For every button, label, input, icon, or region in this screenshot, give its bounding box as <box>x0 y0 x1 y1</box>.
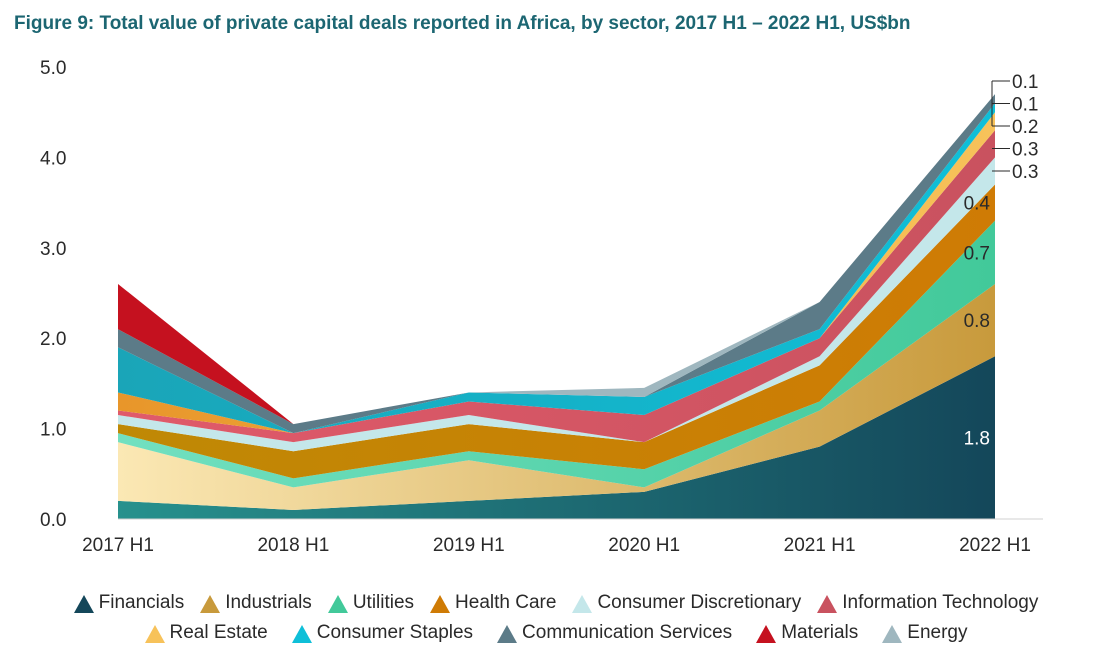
y-tick-label: 2.0 <box>40 329 66 350</box>
legend-label: Information Technology <box>842 592 1039 613</box>
legend-swatch-icon <box>497 624 518 643</box>
x-tick-label: 2022 H1 <box>959 535 1031 556</box>
legend-item-energy: Energy <box>880 622 967 644</box>
y-tick-label: 1.0 <box>40 420 66 441</box>
y-tick-label: 0.0 <box>40 510 66 531</box>
legend-swatch-icon <box>430 594 451 613</box>
data-label-financials: 1.8 <box>964 429 990 450</box>
x-tick-label: 2021 H1 <box>784 535 856 556</box>
area-industrials <box>118 283 995 510</box>
legend-swatch-icon <box>291 624 312 643</box>
data-label-real-estate: 0.2 <box>1012 117 1038 138</box>
area-utilities <box>118 220 995 488</box>
data-label-utilities: 0.7 <box>964 243 990 264</box>
legend-label: Financials <box>98 592 185 613</box>
legend-swatch-icon <box>327 594 348 613</box>
figure-title: Figure 9: Total value of private capital… <box>14 13 911 34</box>
legend-item-consumer-discretionary: Consumer Discretionary <box>570 592 801 614</box>
y-tick-label: 3.0 <box>40 239 66 260</box>
legend-swatch-icon <box>817 594 838 613</box>
legend-item-financials: Financials <box>72 592 185 614</box>
legend-item-utilities: Utilities <box>326 592 414 614</box>
x-tick-label: 2018 H1 <box>257 535 329 556</box>
area-consumer-discretionary <box>118 157 995 452</box>
legend-item-real-estate: Real Estate <box>143 622 268 644</box>
legend-label: Real Estate <box>169 622 268 643</box>
legend-label: Industrials <box>225 592 312 613</box>
legend-label: Health Care <box>455 592 557 613</box>
y-tick-label: 5.0 <box>40 58 66 79</box>
legend-label: Utilities <box>352 592 415 613</box>
legend-row-2: Real Estate Consumer Staples Communication… <box>0 622 1110 644</box>
stacked-area-chart: 0.0 1.0 2.0 3.0 4.0 5.0 2017 H1 2018 H1 2019 H1 2… <box>40 58 1043 556</box>
area-consumer-staples <box>118 103 995 434</box>
legend-label: Materials <box>781 622 859 643</box>
data-labels-layer: 1.80.80.70.40.10.10.20.30.3 <box>964 72 1039 450</box>
area-financials <box>118 356 995 519</box>
area-health-care <box>118 184 995 479</box>
legend-item-information-technology: Information Technology <box>815 592 1038 614</box>
x-tick-label: 2017 H1 <box>82 535 154 556</box>
legend-swatch-icon <box>882 624 903 643</box>
area-information-technology <box>118 130 995 443</box>
axis-layer: 0.0 1.0 2.0 3.0 4.0 5.0 2017 H1 2018 H1 2019 H1 2… <box>40 58 1043 556</box>
data-label-health-care: 0.4 <box>964 194 991 215</box>
data-label-information-technology: 0.3 <box>1012 140 1038 161</box>
legend-swatch-icon <box>756 624 777 643</box>
legend-label: Consumer Staples <box>316 622 474 643</box>
legend-label: Energy <box>907 622 968 643</box>
data-label-consumer-staples: 0.1 <box>1012 95 1038 116</box>
legend-swatch-icon <box>572 594 593 613</box>
x-tick-label: 2020 H1 <box>608 535 680 556</box>
legend-label: Communication Services <box>522 622 733 643</box>
data-label-communication-services: 0.1 <box>1012 72 1038 93</box>
legend-item-industrials: Industrials <box>198 592 312 614</box>
legend-swatch-icon <box>144 624 165 643</box>
data-label-consumer-discretionary: 0.3 <box>1012 162 1038 183</box>
x-tick-label: 2019 H1 <box>433 535 505 556</box>
legend-row-1: Financials Industrials Utilities Health Car… <box>0 592 1110 614</box>
area-series-layer <box>118 94 995 519</box>
y-tick-label: 4.0 <box>40 148 66 169</box>
legend-item-communication-services: Communication Services <box>495 622 732 644</box>
legend-swatch-icon <box>73 594 94 613</box>
legend-item-consumer-staples: Consumer Staples <box>290 622 473 644</box>
legend-item-health-care: Health Care <box>428 592 556 614</box>
data-label-industrials: 0.8 <box>964 311 990 332</box>
legend-swatch-icon <box>200 594 221 613</box>
legend-label: Consumer Discretionary <box>597 592 802 613</box>
legend-item-materials: Materials <box>754 622 858 644</box>
